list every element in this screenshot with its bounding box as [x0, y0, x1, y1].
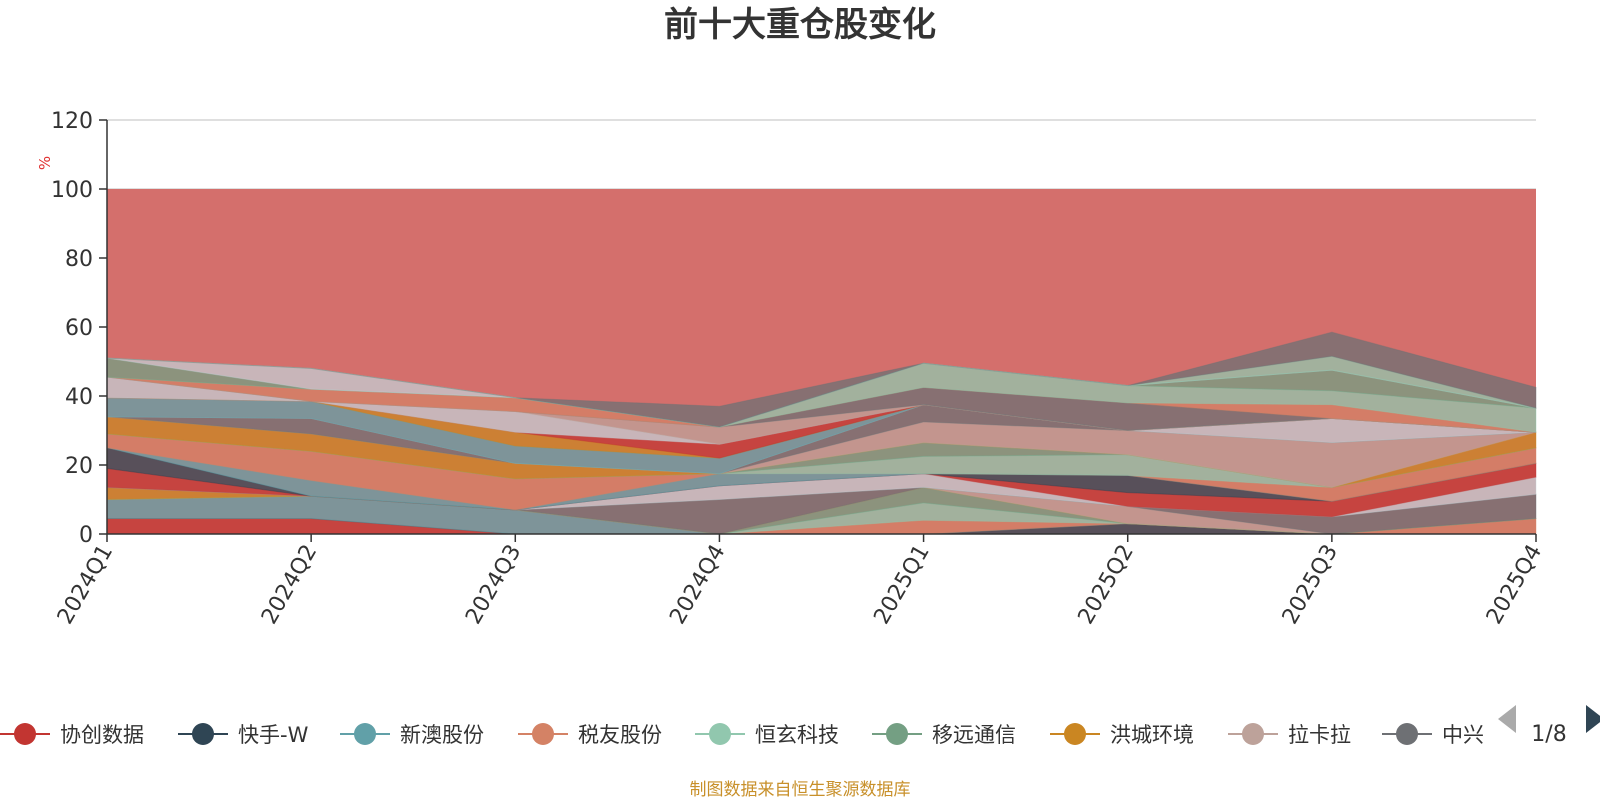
y-axis-unit: %: [36, 156, 54, 170]
legend-label: 恒玄科技: [755, 723, 839, 747]
x-tick-label: 2025Q1: [869, 541, 934, 629]
y-tick-label: 0: [79, 523, 93, 548]
legend-pager[interactable]: 1/8: [1498, 705, 1600, 747]
y-tick-label: 120: [51, 109, 93, 134]
area-series-4: [106, 495, 1537, 535]
legend-item[interactable]: 移远通信: [872, 723, 1016, 747]
legend-marker-icon: [709, 723, 731, 745]
x-tick-label: 2024Q1: [53, 541, 118, 629]
legend-next-page-icon[interactable]: [1586, 705, 1600, 733]
legend-item[interactable]: 快手-W: [178, 723, 309, 747]
legend-marker-icon: [14, 723, 36, 745]
legend-marker-icon: [1242, 723, 1264, 745]
x-tick-label: 2025Q2: [1074, 541, 1139, 629]
chart-title: 前十大重仓股变化: [664, 5, 936, 45]
x-tick-label: 2024Q3: [461, 541, 526, 629]
area-series-14: [106, 433, 1537, 511]
y-tick-label: 60: [65, 316, 93, 341]
legend-label: 中兴: [1442, 723, 1484, 747]
legend-label: 洪城环境: [1110, 723, 1194, 747]
legend-label: 协创数据: [60, 723, 144, 747]
legend-marker-icon: [886, 723, 908, 745]
x-tick-label: 2025Q4: [1482, 541, 1547, 629]
area-series-9: [106, 486, 1537, 535]
legend-marker-icon: [1396, 723, 1418, 745]
legend-item[interactable]: 拉卡拉: [1228, 723, 1351, 747]
legend-marker-icon: [532, 723, 554, 745]
stacked-areas: [106, 331, 1537, 535]
legend-label: 移远通信: [932, 723, 1016, 747]
legend-marker-icon: [354, 723, 376, 745]
legend-marker-icon: [1064, 723, 1086, 745]
y-tick-label: 20: [65, 454, 93, 479]
y-tick-label: 80: [65, 247, 93, 272]
legend-prev-page-icon[interactable]: [1498, 705, 1516, 733]
legend-item[interactable]: 新澳股份: [340, 723, 484, 747]
x-tick-label: 2024Q2: [257, 541, 322, 629]
legend-label: 新澳股份: [400, 723, 484, 747]
legend-page-indicator: 1/8: [1531, 722, 1566, 747]
legend-item[interactable]: 税友股份: [518, 723, 662, 747]
area-series-28: [106, 362, 1537, 433]
x-axis-ticks: 2024Q1 2024Q2 2024Q3 2024Q4 2025Q1 2025Q2 2025…: [53, 534, 1547, 629]
area-series-32: [106, 331, 1537, 428]
legend-label: 拉卡拉: [1288, 723, 1351, 747]
legend-item[interactable]: 恒玄科技: [695, 723, 839, 747]
legend-item[interactable]: 洪城环境: [1050, 723, 1194, 747]
legend-item[interactable]: 中兴: [1382, 723, 1484, 747]
legend-item[interactable]: 协创数据: [0, 723, 144, 747]
y-tick-label: 40: [65, 385, 93, 410]
y-tick-label: 100: [51, 178, 93, 203]
x-tick-label: 2024Q4: [665, 541, 730, 629]
x-tick-label: 2025Q3: [1278, 541, 1343, 629]
legend-marker-icon: [192, 723, 214, 745]
data-source-note: 制图数据来自恒生聚源数据库: [690, 780, 911, 800]
legend-label: 快手-W: [238, 723, 309, 747]
y-axis-ticks: 0 20 40 60 80 100 120: [51, 109, 107, 548]
legend[interactable]: 协创数据 快手-W 新澳股份 税友股份 恒玄科技 移远通信 洪城环境 拉卡拉 中兴: [0, 723, 1484, 747]
legend-label: 税友股份: [578, 723, 662, 747]
